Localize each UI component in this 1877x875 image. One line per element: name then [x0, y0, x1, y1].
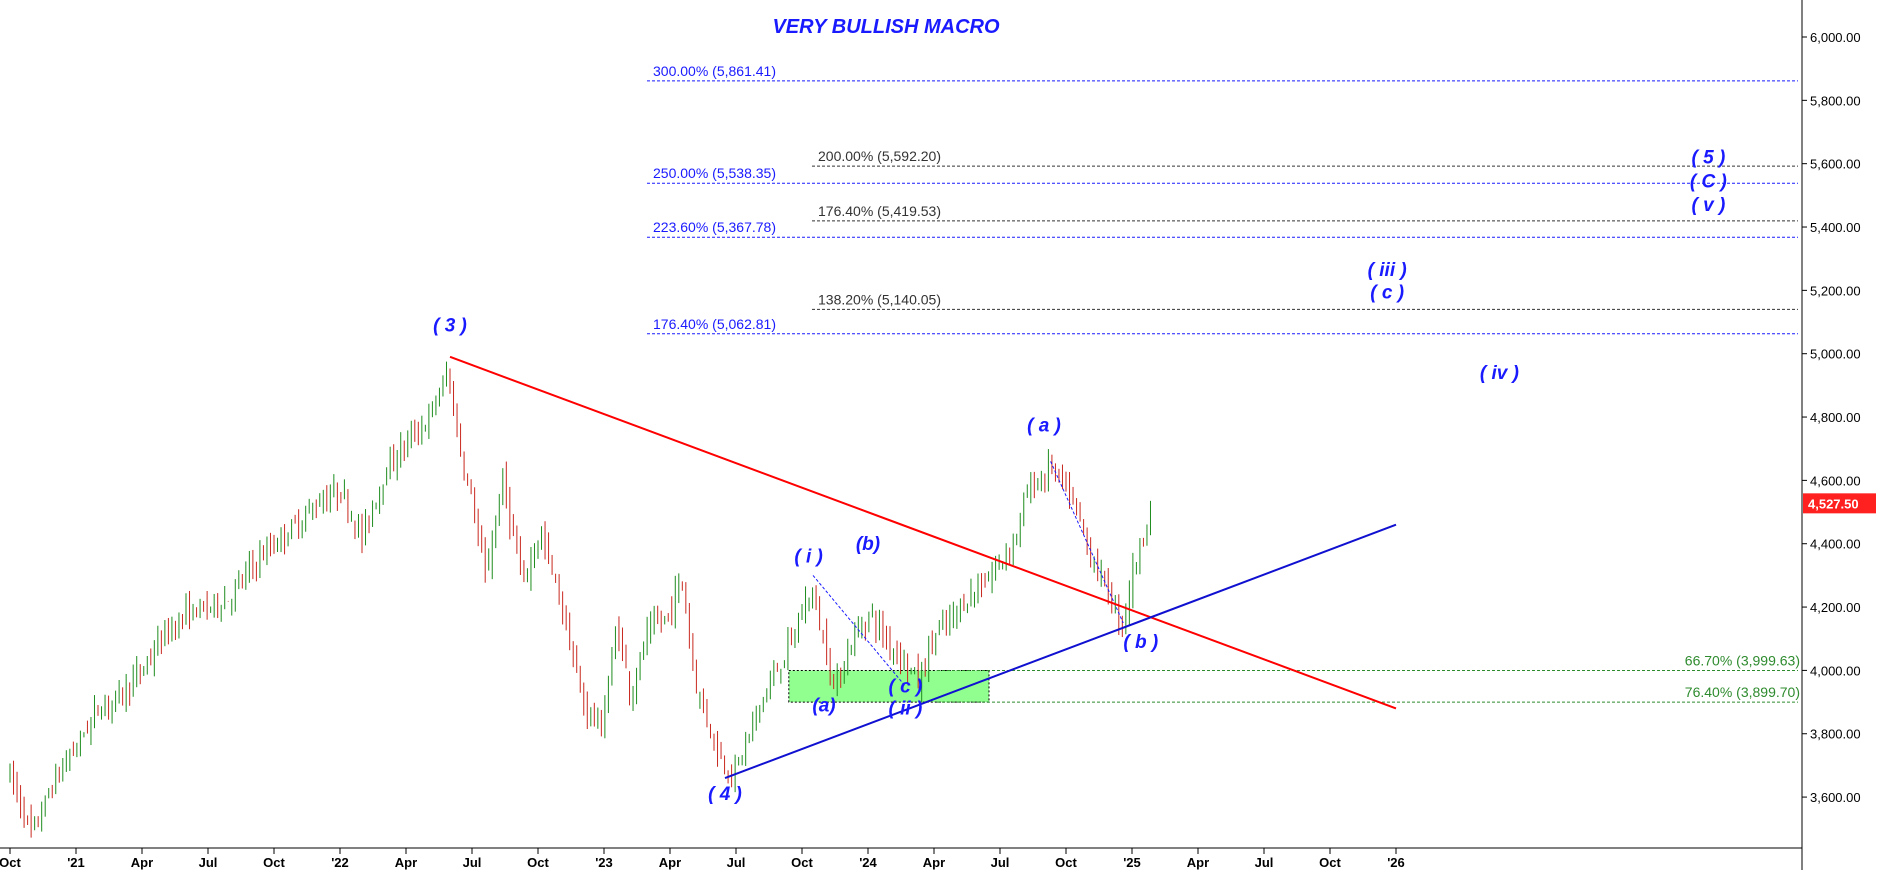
wave-label: ( C )	[1690, 171, 1727, 192]
x-tick-label: '23	[595, 855, 613, 870]
trendlines-layer	[449, 355, 1397, 780]
x-tick-label: Jul	[727, 855, 746, 870]
fib-level-label: 223.60% (5,367.78)	[653, 219, 776, 235]
wave-label: ( a )	[1027, 415, 1061, 436]
y-tick-label: 5,200.00	[1810, 283, 1861, 298]
fib-level-label: 66.70% (3,999.63)	[1685, 653, 1800, 669]
wave-labels-layer: ( 3 )( 4 )( i )(b)(a)( c )( ii )( a )( b…	[433, 148, 1727, 806]
x-tick-label: Oct	[263, 855, 285, 870]
last-price-label: 4,527.50	[1808, 496, 1859, 511]
chart-title: VERY BULLISH MACRO	[772, 16, 1000, 38]
support-zone-layer	[788, 670, 990, 703]
x-tick-label: Jul	[463, 855, 482, 870]
fib-level-label: 250.00% (5,538.35)	[653, 165, 776, 181]
x-tick-label: Oct	[791, 855, 813, 870]
last-price-badge	[1803, 493, 1876, 514]
wave-label: ( iii )	[1368, 260, 1407, 281]
x-tick-label: '24	[859, 855, 877, 870]
x-tick-label: Apr	[923, 855, 945, 870]
fib-level-label: 300.00% (5,861.41)	[653, 63, 776, 79]
wave-guide-line	[812, 575, 906, 687]
support-zone-box	[788, 670, 990, 703]
x-tick-label: '25	[1123, 855, 1141, 870]
x-tick-label: Oct	[0, 855, 22, 870]
x-tick-label: '21	[67, 855, 85, 870]
wave-label: ( i )	[794, 547, 823, 568]
wave-label: ( 3 )	[433, 316, 467, 337]
x-tick-label: '26	[1387, 855, 1405, 870]
fib-level-label: 76.40% (3,899.70)	[1685, 684, 1800, 700]
wave-guide-line	[1050, 461, 1124, 624]
x-tick-label: Oct	[1055, 855, 1077, 870]
x-tick-label: Oct	[1319, 855, 1341, 870]
x-tick-label: Jul	[1255, 855, 1274, 870]
x-tick-label: Apr	[131, 855, 153, 870]
wave-label: ( ii )	[889, 699, 923, 720]
y-tick-label: 4,200.00	[1810, 600, 1861, 615]
wave-label: ( 5 )	[1692, 148, 1726, 169]
y-tick-label: 5,800.00	[1810, 93, 1861, 108]
x-tick-label: Jul	[991, 855, 1010, 870]
wave-label: ( iv )	[1480, 363, 1519, 384]
wave-label: ( v )	[1692, 195, 1726, 216]
x-tick-label: Apr	[395, 855, 417, 870]
y-tick-label: 5,000.00	[1810, 347, 1861, 362]
support-trendline	[724, 523, 1397, 780]
resistance-trendline	[449, 355, 1397, 710]
y-tick-label: 6,000.00	[1810, 30, 1861, 45]
y-tick-label: 5,600.00	[1810, 157, 1861, 172]
y-tick-label: 3,800.00	[1810, 727, 1861, 742]
wave-label: (b)	[856, 534, 880, 555]
fib-level-label: 176.40% (5,419.53)	[818, 203, 941, 219]
x-tick-label: Apr	[659, 855, 681, 870]
wave-label: ( 4 )	[708, 784, 742, 805]
fib-level-label: 176.40% (5,062.81)	[653, 316, 776, 332]
x-tick-label: Jul	[199, 855, 218, 870]
x-tick-label: '22	[331, 855, 349, 870]
x-tick-label: Apr	[1187, 855, 1209, 870]
candles-layer	[9, 361, 1151, 838]
fib-level-label: 138.20% (5,140.05)	[818, 291, 941, 307]
wave-label: (a)	[812, 696, 835, 717]
y-tick-label: 4,800.00	[1810, 410, 1861, 425]
wave-label: ( c )	[889, 677, 923, 698]
y-tick-label: 4,000.00	[1810, 663, 1861, 678]
fib-level-label: 200.00% (5,592.20)	[818, 148, 941, 164]
wave-label: ( c )	[1370, 282, 1404, 303]
y-tick-label: 4,600.00	[1810, 473, 1861, 488]
y-tick-label: 4,400.00	[1810, 537, 1861, 552]
fib-levels-layer: 300.00% (5,861.41) 250.00% (5,538.35) 223.…	[647, 63, 1800, 703]
y-tick-label: 5,400.00	[1810, 220, 1861, 235]
y-tick-label: 3,600.00	[1810, 790, 1861, 805]
x-tick-label: Oct	[527, 855, 549, 870]
wave-label: ( b )	[1123, 632, 1158, 653]
